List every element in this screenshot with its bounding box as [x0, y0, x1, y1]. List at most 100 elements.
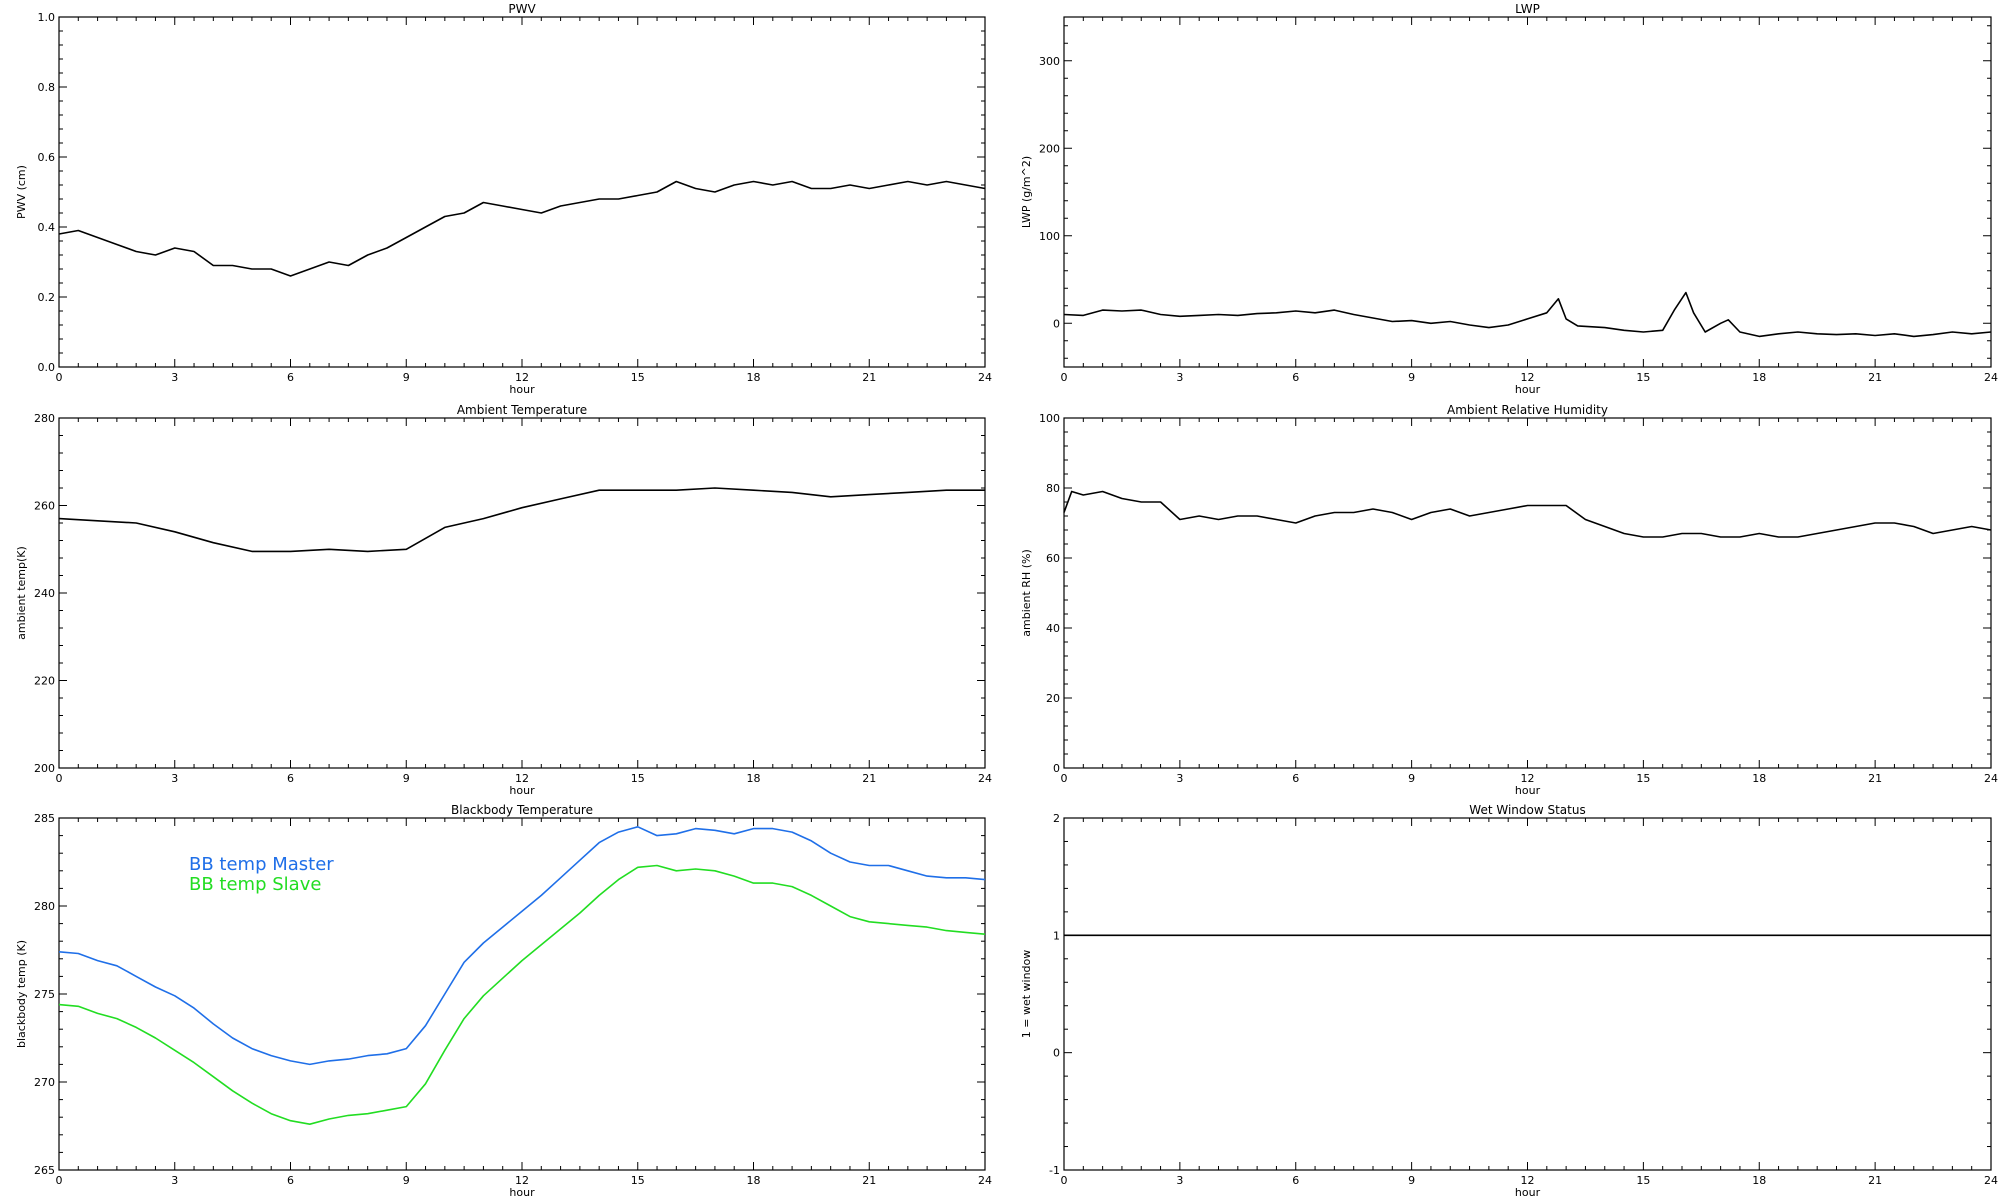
x-tick-label: 0 [56, 371, 63, 384]
y-axis-label: blackbody temp (K) [15, 940, 28, 1048]
x-tick-label: 15 [1636, 1174, 1650, 1187]
chart-title: Ambient Temperature [457, 403, 587, 417]
x-axis-label: hour [509, 1186, 535, 1199]
chart-panel-1: PWV 0 3 6 9 12 15 18 21 24 0.0 0.2 0.4 0.6 0.8 1.0 hour P… [15, 2, 992, 396]
x-tick-label: 6 [287, 371, 294, 384]
x-axis-label: hour [1515, 383, 1541, 396]
x-tick-label: 15 [631, 772, 645, 785]
y-tick-label: 80 [1046, 482, 1060, 495]
y-axis-label: ambient temp(K) [15, 546, 28, 640]
y-tick-label: 60 [1046, 552, 1060, 565]
x-tick-label: 0 [1061, 772, 1068, 785]
chart-panel-5: Blackbody Temperature 0 3 6 9 12 15 18 21 24 265 27… [15, 803, 992, 1199]
x-tick-label: 12 [515, 772, 529, 785]
y-tick-label: 2 [1053, 812, 1060, 825]
x-axis-label: hour [1515, 1186, 1541, 1199]
x-axis-label: hour [1515, 784, 1541, 797]
x-tick-label: 21 [1868, 1174, 1882, 1187]
x-tick-label: 18 [1752, 772, 1766, 785]
y-tick-label: 280 [34, 412, 55, 425]
chart-panel-4: Ambient Relative Humidity 0 3 6 9 12 15 18 21 24 0… [1020, 403, 1998, 797]
y-tick-label: 40 [1046, 622, 1060, 635]
x-tick-label: 3 [1176, 1174, 1183, 1187]
y-tick-label: 0 [1053, 317, 1060, 330]
y-tick-label: 20 [1046, 692, 1060, 705]
plot-frame [1063, 817, 1992, 1171]
x-tick-label: 12 [1521, 1174, 1535, 1187]
x-tick-label: 15 [1636, 772, 1650, 785]
y-axis-label: ambient RH (%) [1020, 549, 1033, 637]
y-tick-label: 265 [34, 1164, 55, 1177]
y-tick-label: 0 [1053, 762, 1060, 775]
x-tick-label: 21 [862, 772, 876, 785]
y-tick-label: 220 [34, 675, 55, 688]
x-tick-label: 6 [287, 1174, 294, 1187]
y-tick-label: 200 [1039, 142, 1060, 155]
plot-frame [58, 16, 986, 368]
y-tick-label: 0.8 [38, 81, 56, 94]
x-tick-label: 9 [403, 1174, 410, 1187]
x-tick-label: 21 [862, 1174, 876, 1187]
y-axis-label: LWP (g/m^2) [1020, 156, 1033, 228]
y-tick-label: 1 [1053, 929, 1060, 942]
chart-panel-3: Ambient Temperature 0 3 6 9 12 15 18 21 24 200 220 2… [15, 403, 992, 797]
y-tick-label: 270 [34, 1076, 55, 1089]
y-tick-label: 0.2 [38, 291, 56, 304]
x-tick-label: 3 [1176, 371, 1183, 384]
x-tick-label: 12 [515, 371, 529, 384]
series-line-1 [58, 825, 986, 1066]
y-tick-label: 260 [34, 500, 55, 513]
x-tick-label: 18 [1752, 371, 1766, 384]
x-tick-label: 21 [1868, 772, 1882, 785]
x-tick-label: 15 [631, 371, 645, 384]
x-tick-label: 24 [1984, 1174, 1998, 1187]
y-tick-label: 275 [34, 988, 55, 1001]
y-tick-label: -1 [1049, 1164, 1060, 1177]
x-tick-label: 9 [1408, 1174, 1415, 1187]
x-axis-label: hour [509, 383, 535, 396]
x-tick-label: 12 [1521, 772, 1535, 785]
x-tick-label: 0 [56, 772, 63, 785]
x-tick-label: 9 [403, 772, 410, 785]
x-tick-label: 18 [747, 1174, 761, 1187]
x-tick-label: 9 [1408, 772, 1415, 785]
x-tick-label: 18 [747, 772, 761, 785]
y-tick-label: 200 [34, 762, 55, 775]
series-line-1 [58, 180, 986, 277]
x-tick-label: 24 [978, 371, 992, 384]
x-tick-label: 0 [56, 1174, 63, 1187]
x-tick-label: 24 [1984, 772, 1998, 785]
x-tick-label: 21 [1868, 371, 1882, 384]
x-tick-label: 3 [1176, 772, 1183, 785]
x-tick-label: 3 [171, 1174, 178, 1187]
y-tick-label: 1.0 [38, 11, 56, 24]
y-tick-label: 100 [1039, 412, 1060, 425]
x-tick-label: 0 [1061, 371, 1068, 384]
y-axis-label: PWV (cm) [15, 165, 28, 219]
x-tick-label: 6 [1292, 371, 1299, 384]
series-line-2 [58, 864, 986, 1125]
x-tick-label: 9 [1408, 371, 1415, 384]
series-line-1 [1063, 490, 1992, 538]
chart-panel-2: LWP 0 3 6 9 12 15 18 21 24 0 100 200 300 hour LWP (g/m^… [1020, 2, 1998, 396]
x-tick-label: 21 [862, 371, 876, 384]
y-tick-label: 240 [34, 587, 55, 600]
y-tick-label: 100 [1039, 230, 1060, 243]
y-tick-label: 300 [1039, 55, 1060, 68]
x-tick-label: 6 [1292, 1174, 1299, 1187]
x-tick-label: 24 [1984, 371, 1998, 384]
chart-title: LWP [1515, 2, 1540, 16]
x-axis-label: hour [509, 784, 535, 797]
x-tick-label: 18 [1752, 1174, 1766, 1187]
y-tick-label: 0.4 [38, 221, 56, 234]
plot-frame [58, 417, 986, 769]
x-tick-label: 3 [171, 371, 178, 384]
x-tick-label: 24 [978, 772, 992, 785]
series-line-1 [58, 487, 985, 553]
chart-title: Blackbody Temperature [451, 803, 593, 817]
x-tick-label: 15 [631, 1174, 645, 1187]
x-tick-label: 12 [1521, 371, 1535, 384]
chart-title: Ambient Relative Humidity [1447, 403, 1608, 417]
x-tick-label: 24 [978, 1174, 992, 1187]
